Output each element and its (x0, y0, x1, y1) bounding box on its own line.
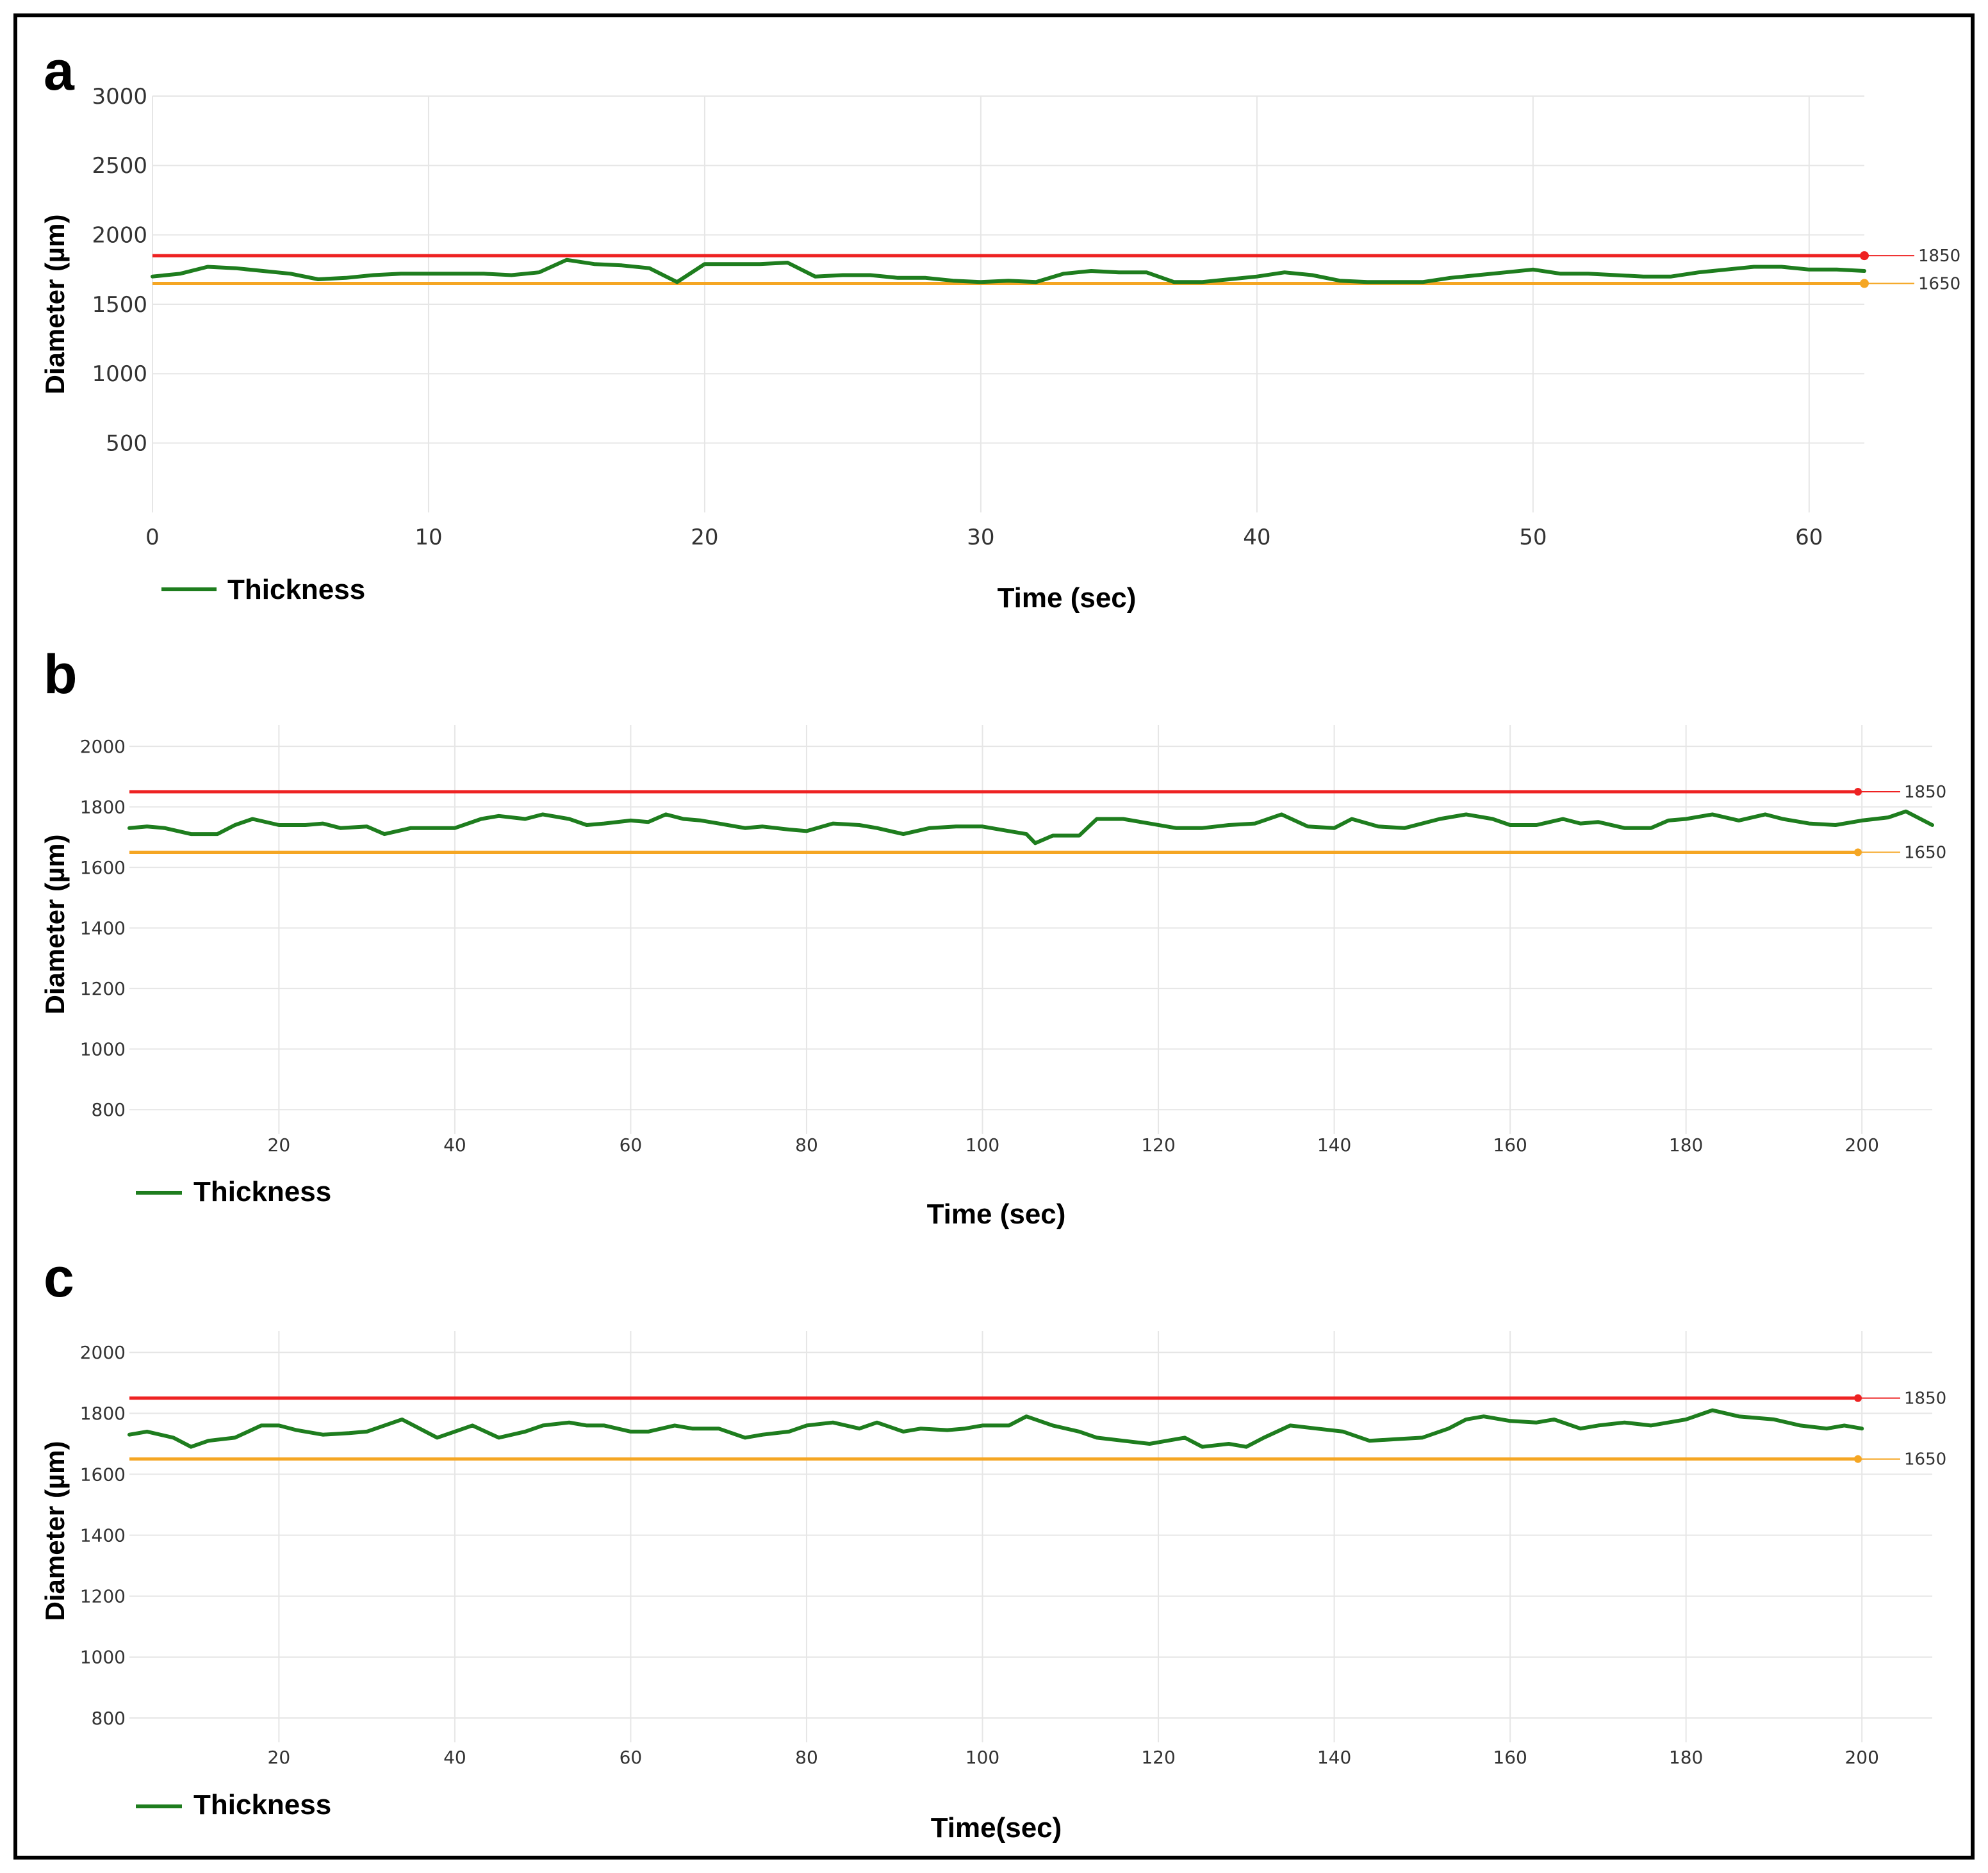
series-line-thickness (151, 258, 1866, 284)
chart-panel-c: c 20 40 60 80 100 120 140 160 180 200 800 1000 1200 14… (40, 1247, 1946, 1844)
y-tick-label: 2000 (80, 1342, 126, 1363)
gridlines (129, 725, 1932, 1134)
y-tick-label: 800 (92, 1099, 126, 1120)
legend-label-thickness: Thickness (193, 1176, 331, 1207)
legend-label-thickness: Thickness (193, 1789, 331, 1820)
reference-label-1850: 1850 (1904, 1389, 1946, 1409)
x-tick-label: 140 (1317, 1134, 1351, 1156)
legend-label-thickness: Thickness (227, 574, 365, 605)
y-axis-label: Diameter (µm) (40, 835, 70, 1015)
x-tick-label: 140 (1317, 1747, 1351, 1768)
y-tick-label: 2500 (92, 153, 147, 179)
y-axis-label: Diameter (µm) (40, 215, 70, 395)
y-tick-label: 500 (106, 431, 147, 457)
x-tick-label: 200 (1844, 1134, 1878, 1156)
x-axis-label: Time(sec) (931, 1812, 1062, 1844)
y-tick-label: 2000 (92, 223, 147, 249)
y-tick-label: 1500 (92, 292, 147, 318)
x-tick-label: 160 (1493, 1747, 1527, 1768)
x-tick-label: 100 (965, 1747, 999, 1768)
x-tick-label: 40 (443, 1747, 466, 1768)
x-tick-label: 0 (145, 525, 160, 550)
figure-frame (13, 13, 1975, 1860)
y-tick-label: 1400 (80, 1525, 126, 1546)
x-tick-label: 180 (1669, 1134, 1703, 1156)
x-tick-label: 60 (620, 1747, 643, 1768)
x-tick-label: 60 (620, 1134, 643, 1156)
x-tick-label: 20 (691, 525, 718, 550)
reference-label-1650: 1650 (1904, 843, 1946, 862)
y-tick-label: 1800 (80, 796, 126, 817)
x-tick-label: 20 (268, 1134, 291, 1156)
x-tick-label: 30 (967, 525, 994, 550)
y-tick-label: 1400 (80, 917, 126, 938)
y-tick-label: 2000 (80, 736, 126, 757)
legend: Thickness (161, 574, 365, 605)
x-tick-label: 120 (1141, 1747, 1175, 1768)
x-tick-label: 100 (965, 1134, 999, 1156)
chart-panel-b: b 20 40 60 80 100 120 140 160 180 200 800 1000 1200 14… (40, 644, 1946, 1230)
y-tick-label: 3000 (92, 84, 147, 110)
legend: Thickness (136, 1176, 331, 1207)
legend: Thickness (136, 1789, 331, 1820)
reference-label-1650: 1650 (1904, 1450, 1946, 1469)
series-line-thickness (127, 1408, 1864, 1449)
x-tick-label: 40 (1243, 525, 1270, 550)
x-tick-label: 160 (1493, 1134, 1527, 1156)
y-axis-label: Diameter (µm) (40, 1441, 70, 1621)
x-axis-label: Time (sec) (927, 1198, 1066, 1230)
y-tick-label: 1200 (80, 978, 126, 999)
x-tick-label: 120 (1141, 1134, 1175, 1156)
y-tick-label: 1000 (80, 1038, 126, 1059)
x-tick-label: 80 (795, 1134, 818, 1156)
panel-letter: b (44, 644, 78, 705)
y-tick-label: 1200 (80, 1586, 126, 1607)
y-tick-label: 1000 (80, 1647, 126, 1668)
x-tick-label: 80 (795, 1747, 818, 1768)
reference-label-1650: 1650 (1918, 275, 1960, 294)
x-tick-label: 50 (1519, 525, 1547, 550)
y-tick-label: 1800 (80, 1403, 126, 1424)
x-tick-label: 200 (1844, 1747, 1878, 1768)
y-tick-label: 800 (92, 1708, 126, 1729)
x-tick-label: 10 (415, 525, 442, 550)
series-line-thickness (127, 809, 1934, 846)
gridlines (152, 95, 1864, 512)
x-tick-label: 20 (268, 1747, 291, 1768)
y-tick-label: 1600 (80, 857, 126, 878)
y-tick-label: 1000 (92, 361, 147, 387)
chart-panel-a: a 0 10 20 30 40 50 60 500 1000 1500 2000 2500 3000 Dia… (40, 40, 1960, 614)
x-tick-label: 180 (1669, 1747, 1703, 1768)
reference-label-1850: 1850 (1904, 783, 1946, 802)
x-tick-label: 40 (443, 1134, 466, 1156)
reference-label-1850: 1850 (1918, 247, 1960, 266)
panel-letter: a (44, 40, 75, 102)
x-axis-label: Time (sec) (998, 582, 1137, 614)
x-tick-label: 60 (1795, 525, 1823, 550)
y-tick-label: 1600 (80, 1464, 126, 1485)
panel-letter: c (44, 1247, 74, 1309)
